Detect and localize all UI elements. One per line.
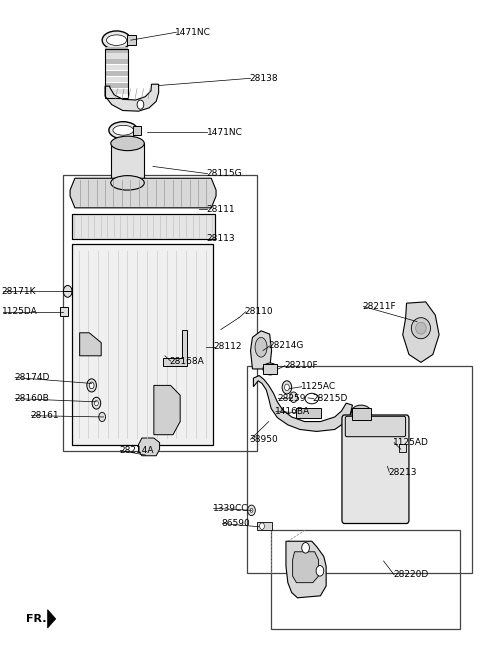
Polygon shape <box>163 330 187 366</box>
Polygon shape <box>139 438 159 456</box>
Circle shape <box>302 542 310 553</box>
Text: 28214G: 28214G <box>269 341 304 351</box>
Circle shape <box>92 397 101 409</box>
Circle shape <box>260 523 264 529</box>
Polygon shape <box>403 302 439 362</box>
Polygon shape <box>293 552 319 583</box>
Text: 28259: 28259 <box>277 394 306 403</box>
Bar <box>63 175 257 451</box>
Circle shape <box>99 413 106 422</box>
Polygon shape <box>105 84 158 111</box>
Circle shape <box>89 382 94 389</box>
Bar <box>247 366 472 573</box>
Polygon shape <box>80 333 101 356</box>
Text: 1125AD: 1125AD <box>393 438 429 447</box>
Bar <box>263 364 277 374</box>
Text: 38950: 38950 <box>250 435 278 444</box>
Bar <box>72 214 215 239</box>
Bar <box>257 522 272 530</box>
Bar <box>133 126 142 135</box>
Text: 1125DA: 1125DA <box>1 307 37 316</box>
Ellipse shape <box>107 35 127 45</box>
Ellipse shape <box>109 122 138 139</box>
Text: 28215D: 28215D <box>313 394 348 403</box>
Text: 28111: 28111 <box>206 205 235 214</box>
Ellipse shape <box>255 337 267 357</box>
Text: 28113: 28113 <box>206 234 235 243</box>
Circle shape <box>248 505 255 515</box>
Bar <box>60 307 68 316</box>
Text: 1339CC: 1339CC <box>213 504 248 513</box>
Text: 1125AC: 1125AC <box>301 382 336 391</box>
Text: 28168A: 28168A <box>169 357 204 366</box>
Polygon shape <box>286 541 326 598</box>
Circle shape <box>316 565 324 576</box>
Bar <box>72 244 213 445</box>
Text: 28112: 28112 <box>214 342 242 351</box>
Circle shape <box>87 379 96 392</box>
Bar <box>105 89 128 94</box>
Ellipse shape <box>102 31 131 49</box>
Text: 28174D: 28174D <box>14 373 49 382</box>
Ellipse shape <box>411 318 431 339</box>
Ellipse shape <box>111 136 144 151</box>
Bar <box>72 214 215 239</box>
Text: 28214A: 28214A <box>120 446 154 455</box>
Ellipse shape <box>263 363 277 375</box>
Bar <box>351 408 371 420</box>
Bar <box>399 444 406 452</box>
Text: 1471NC: 1471NC <box>175 28 211 37</box>
Polygon shape <box>48 610 56 628</box>
Bar <box>105 53 128 59</box>
Ellipse shape <box>111 175 144 190</box>
Ellipse shape <box>416 322 426 334</box>
Text: 28138: 28138 <box>250 74 278 83</box>
Circle shape <box>63 285 72 297</box>
Text: 28171K: 28171K <box>1 287 36 296</box>
Polygon shape <box>70 178 216 208</box>
Text: 28110: 28110 <box>245 307 274 316</box>
Circle shape <box>290 392 298 403</box>
Text: 28161: 28161 <box>30 411 59 420</box>
Bar <box>127 35 136 45</box>
Bar <box>105 49 128 98</box>
Bar <box>297 409 322 418</box>
Ellipse shape <box>113 125 133 135</box>
Bar <box>105 65 128 71</box>
Ellipse shape <box>351 405 371 418</box>
Text: 28160B: 28160B <box>14 394 49 403</box>
Circle shape <box>137 100 144 109</box>
Bar <box>271 530 460 629</box>
Text: 28220D: 28220D <box>393 570 429 579</box>
Bar <box>111 144 144 183</box>
Text: 28210F: 28210F <box>284 361 318 370</box>
Circle shape <box>95 401 98 406</box>
Polygon shape <box>251 331 272 369</box>
Circle shape <box>285 384 289 391</box>
Text: 86590: 86590 <box>222 519 251 528</box>
Circle shape <box>282 381 292 394</box>
Circle shape <box>250 508 253 512</box>
Bar <box>105 83 128 88</box>
Bar <box>105 71 128 76</box>
Text: 28115G: 28115G <box>206 169 242 178</box>
Text: 1416BA: 1416BA <box>275 407 310 416</box>
Bar <box>105 77 128 82</box>
Text: 28213: 28213 <box>388 468 417 476</box>
Text: FR.: FR. <box>25 614 46 624</box>
Polygon shape <box>154 386 180 435</box>
FancyBboxPatch shape <box>345 416 406 437</box>
Text: 28211F: 28211F <box>362 302 396 311</box>
Text: 1471NC: 1471NC <box>206 128 242 136</box>
Polygon shape <box>253 376 352 432</box>
Bar <box>105 47 128 53</box>
Bar <box>105 59 128 65</box>
FancyBboxPatch shape <box>342 415 409 523</box>
